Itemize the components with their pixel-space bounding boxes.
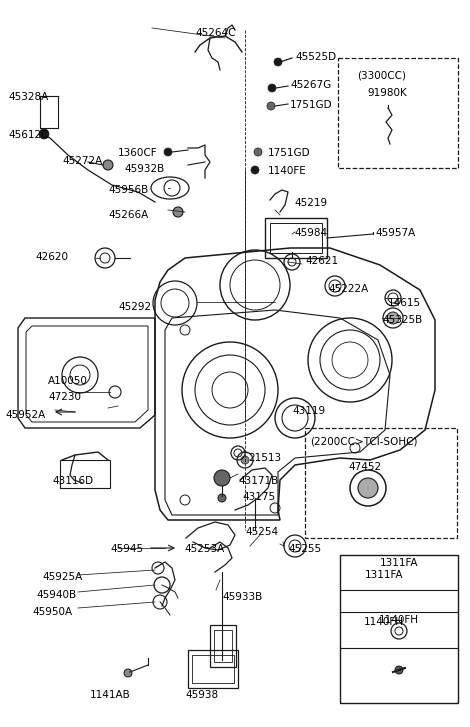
Circle shape [274, 58, 282, 66]
Bar [265, 218, 327, 258]
Text: (2200CC>TCI-SOHC): (2200CC>TCI-SOHC) [310, 436, 417, 446]
Circle shape [218, 494, 226, 502]
Text: 45945: 45945 [110, 544, 143, 554]
Text: 45612C: 45612C [8, 130, 48, 140]
Circle shape [39, 129, 49, 139]
Circle shape [251, 166, 259, 174]
Bar [60, 460, 110, 488]
Text: 45925A: 45925A [42, 572, 82, 582]
Text: 21513: 21513 [248, 453, 281, 463]
Text: 45292: 45292 [118, 302, 151, 312]
Circle shape [214, 470, 230, 486]
Text: 1751GD: 1751GD [268, 148, 311, 158]
Circle shape [395, 666, 403, 674]
Text: 47230: 47230 [48, 392, 81, 402]
Text: 1141AB: 1141AB [90, 690, 131, 700]
Text: 1140FH: 1140FH [364, 617, 404, 627]
Text: 45325B: 45325B [382, 315, 422, 325]
Text: 43116D: 43116D [52, 476, 93, 486]
Circle shape [124, 669, 132, 677]
Text: 45219: 45219 [294, 198, 327, 208]
Text: 45933B: 45933B [222, 592, 262, 602]
Circle shape [164, 148, 172, 156]
Text: 45254: 45254 [245, 527, 278, 537]
Circle shape [267, 102, 275, 110]
Text: 45255: 45255 [288, 544, 321, 554]
Text: A10050: A10050 [48, 376, 88, 386]
Text: 1751GD: 1751GD [290, 100, 333, 110]
Text: 45984: 45984 [294, 228, 327, 238]
Text: 45940B: 45940B [36, 590, 76, 600]
Text: 91980K: 91980K [367, 88, 407, 98]
Text: (3300CC): (3300CC) [357, 70, 406, 80]
Text: 45952A: 45952A [5, 410, 45, 420]
Text: 47452: 47452 [348, 462, 381, 472]
Bar [338, 58, 458, 168]
Text: 1311FA: 1311FA [365, 570, 403, 580]
Circle shape [173, 207, 183, 217]
Bar [305, 428, 457, 538]
Text: 45938: 45938 [185, 690, 218, 700]
Text: 42620: 42620 [35, 252, 68, 262]
Text: 45222A: 45222A [328, 284, 368, 294]
Bar [270, 223, 322, 253]
Bar [340, 555, 458, 703]
Text: 45272A: 45272A [62, 156, 102, 166]
Circle shape [241, 456, 249, 464]
Text: 45264C: 45264C [195, 28, 235, 38]
Text: 45253A: 45253A [184, 544, 224, 554]
Text: 45957A: 45957A [375, 228, 415, 238]
Text: 1140FE: 1140FE [268, 166, 307, 176]
Text: 1311FA: 1311FA [380, 558, 418, 568]
Text: 43119: 43119 [292, 406, 325, 416]
Text: 45525D: 45525D [295, 52, 336, 62]
Text: 45266A: 45266A [108, 210, 148, 220]
Circle shape [358, 478, 378, 498]
Text: 14615: 14615 [388, 298, 421, 308]
Circle shape [254, 148, 262, 156]
Text: 1140FH: 1140FH [379, 615, 419, 625]
Text: 45328A: 45328A [8, 92, 48, 102]
Text: 1360CF: 1360CF [118, 148, 157, 158]
Circle shape [268, 84, 276, 92]
Text: 45956B: 45956B [108, 185, 148, 195]
Bar [210, 625, 236, 667]
Bar [214, 630, 232, 662]
Text: 45267G: 45267G [290, 80, 331, 90]
Circle shape [103, 160, 113, 170]
Text: 42621: 42621 [305, 256, 338, 266]
Text: 45932B: 45932B [124, 164, 164, 174]
Text: 43171B: 43171B [238, 476, 278, 486]
Circle shape [387, 312, 399, 324]
Bar [192, 655, 234, 683]
Bar [188, 650, 238, 688]
Text: 43175: 43175 [242, 492, 275, 502]
Text: 45950A: 45950A [32, 607, 72, 617]
